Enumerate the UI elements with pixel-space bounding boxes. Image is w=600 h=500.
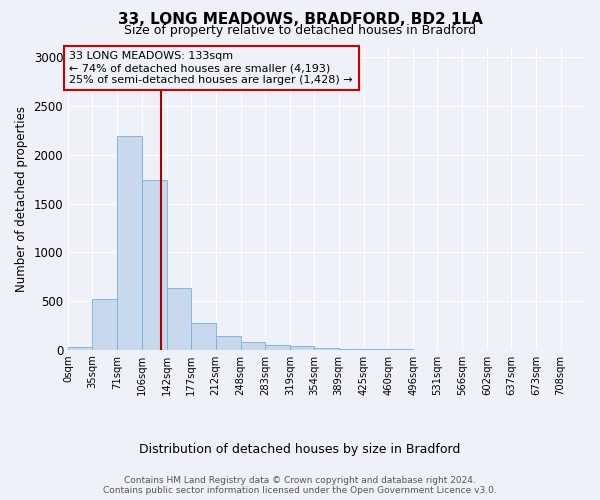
Text: Distribution of detached houses by size in Bradford: Distribution of detached houses by size … (139, 442, 461, 456)
Bar (191, 323, 215, 350)
Y-axis label: Number of detached properties: Number of detached properties (15, 106, 28, 292)
Bar (265, 345, 290, 350)
Bar (241, 342, 265, 350)
Bar (215, 336, 241, 350)
Bar (142, 180, 167, 350)
Bar (92, 299, 118, 350)
Bar (338, 349, 364, 350)
Bar (314, 348, 338, 350)
Bar (167, 288, 191, 350)
Bar (118, 136, 142, 350)
Text: 33 LONG MEADOWS: 133sqm
← 74% of detached houses are smaller (4,193)
25% of semi: 33 LONG MEADOWS: 133sqm ← 74% of detache… (70, 52, 353, 84)
Text: 33, LONG MEADOWS, BRADFORD, BD2 1LA: 33, LONG MEADOWS, BRADFORD, BD2 1LA (118, 12, 482, 28)
Text: Size of property relative to detached houses in Bradford: Size of property relative to detached ho… (124, 24, 476, 37)
Text: Contains HM Land Registry data © Crown copyright and database right 2024.
Contai: Contains HM Land Registry data © Crown c… (103, 476, 497, 495)
Bar (290, 346, 314, 350)
Bar (68, 348, 92, 350)
